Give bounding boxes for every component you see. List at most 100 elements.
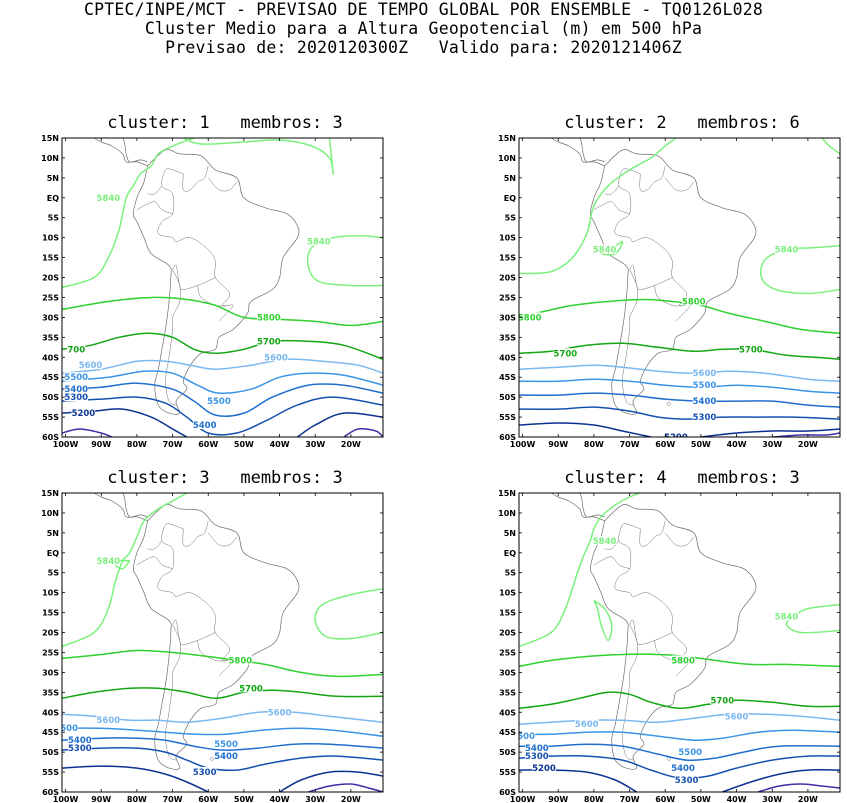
contour-label-bg	[307, 236, 331, 246]
country-border	[629, 264, 673, 290]
contour-label: 5300	[193, 768, 217, 778]
contour-5400	[62, 382, 383, 417]
contour-label-bg	[257, 336, 281, 346]
lat-tick-label: 45S	[42, 728, 59, 737]
lat-tick-label: 15S	[499, 254, 516, 263]
contour-label-bg	[674, 775, 699, 785]
contour-label-bg	[96, 192, 121, 202]
contour-5500	[519, 378, 840, 394]
contour-label: 5200	[664, 433, 688, 443]
contour-5840	[62, 138, 195, 289]
contour-5700	[519, 691, 840, 710]
contour-label-bg	[692, 380, 717, 390]
contour-5840	[306, 234, 383, 287]
contour-label: 5200	[532, 764, 556, 774]
contour-label: 5300	[675, 776, 699, 786]
country-border	[622, 269, 638, 406]
lat-tick-label: 55S	[499, 768, 516, 777]
map-frame	[518, 492, 841, 793]
lon-tick-label: 30W	[305, 795, 325, 803]
lon-tick-label: 30W	[762, 440, 782, 449]
contour-label-bg	[774, 244, 799, 254]
subtitle-variable: Cluster Medio para a Altura Geopotencial…	[144, 19, 703, 38]
lon-tick-label: 80W	[584, 440, 604, 449]
contour-label: 5800	[257, 313, 281, 323]
contour-5400	[519, 743, 840, 762]
contour-label-bg	[681, 296, 706, 306]
contour-label: 5500	[207, 397, 231, 407]
lat-tick-label: 25S	[499, 648, 516, 657]
south-america-coastline	[132, 149, 300, 415]
subtitle-dates: Previsao de: 2020120300Z Valido para: 20…	[165, 38, 682, 57]
contour-label-bg	[664, 432, 688, 437]
contour-label: 5200	[72, 409, 96, 419]
lat-tick-label: 5N	[47, 529, 59, 538]
contour-label: 5400	[525, 744, 549, 754]
contour-5800	[62, 649, 383, 678]
lon-tick-label: 90W	[91, 795, 111, 803]
country-border	[622, 624, 638, 761]
contour-label: 5840	[307, 238, 331, 248]
chart-header: CPTEC/INPE/MCT - PREVISAO DE TEMPO GLOBA…	[0, 0, 847, 57]
contour-label-bg	[574, 719, 599, 729]
contour-label: 5800	[682, 297, 706, 307]
contour-5200	[519, 422, 652, 437]
lat-tick-label: 45S	[499, 728, 516, 737]
lat-tick-label: 15N	[41, 489, 59, 498]
lat-tick-label: EQ	[504, 549, 516, 558]
lat-tick-label: 45S	[499, 373, 516, 382]
map-area: 5840 5840 5800 5800 5700 5700 5600 5500 5400 5300…	[518, 138, 840, 443]
lat-tick-label: 20S	[499, 629, 516, 638]
lat-tick-label: 60S	[42, 788, 59, 797]
panel-1-title: cluster: 1 membros: 3	[107, 113, 343, 133]
lat-tick-label: 5N	[504, 174, 516, 183]
lat-tick-label: 35S	[499, 688, 516, 697]
lat-tick-label: EQ	[47, 549, 59, 558]
map-frame	[61, 137, 384, 438]
contour-label: 5700	[239, 684, 263, 694]
panel-2-title: cluster: 2 membros: 6	[564, 113, 800, 133]
country-border	[172, 264, 216, 290]
contour-label: 5800	[518, 313, 542, 323]
lat-tick-label: 40S	[42, 353, 59, 362]
lat-tick-label: 55S	[42, 413, 59, 422]
contour-label-bg	[192, 420, 217, 430]
country-border	[208, 177, 237, 192]
contour-label: 5840	[97, 194, 121, 204]
contour-5700	[519, 342, 840, 361]
main-title: CPTEC/INPE/MCT - PREVISAO DE TEMPO GLOBA…	[84, 0, 763, 19]
contour-label-bg	[96, 555, 121, 565]
contour-5200	[279, 770, 383, 792]
lat-tick-label: EQ	[47, 194, 59, 203]
lat-tick-label: 30S	[499, 313, 516, 322]
contour-5300	[62, 396, 383, 436]
country-border	[639, 520, 666, 547]
panel-4-title: cluster: 4 membros: 3	[564, 468, 800, 488]
lat-tick-label: 10N	[498, 509, 516, 518]
lat-tick-label: 50S	[499, 748, 516, 757]
lat-tick-label: 40S	[42, 708, 59, 717]
contour-5840	[314, 587, 383, 640]
contour-label-bg	[710, 695, 735, 705]
contour-5600	[62, 358, 383, 374]
contour-label: 5500	[693, 381, 717, 391]
lat-tick-label: 5S	[48, 214, 60, 223]
lon-tick-label: 30W	[762, 795, 782, 803]
contour-label: 5840	[775, 246, 799, 256]
country-border	[665, 177, 694, 192]
contour-label: 5600	[725, 712, 749, 722]
lat-tick-label: 55S	[42, 768, 59, 777]
lat-tick-label: 20S	[42, 629, 59, 638]
contour-5600	[519, 713, 840, 725]
lat-tick-label: 5S	[48, 569, 60, 578]
contour-5100	[62, 428, 113, 437]
contour-label-bg	[592, 244, 617, 254]
lat-tick-label: 5S	[505, 214, 517, 223]
contour-label-bg	[519, 312, 542, 322]
lon-tick-label: 30W	[305, 440, 325, 449]
contour-label-bg	[228, 655, 253, 665]
contour-5200	[62, 765, 209, 792]
contour-label: 5600	[268, 708, 292, 718]
contour-label: 5400	[64, 385, 88, 395]
